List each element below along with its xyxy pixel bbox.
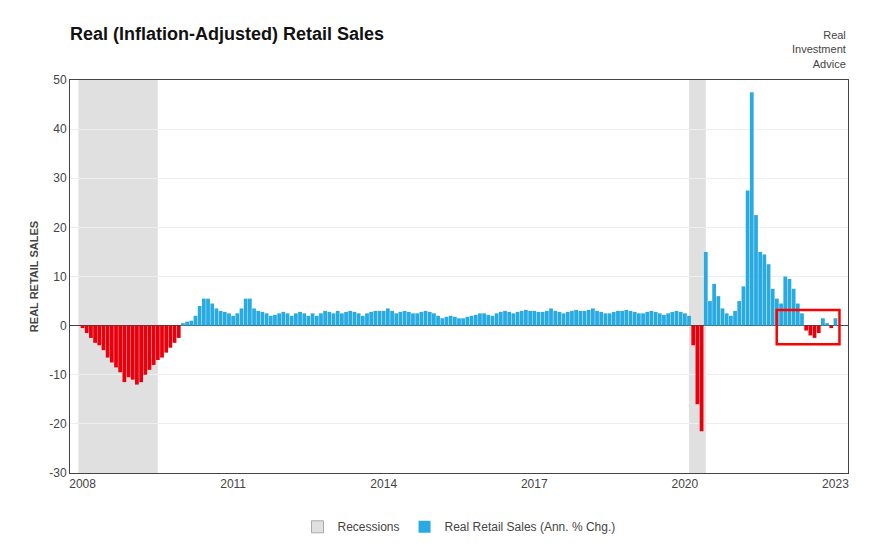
svg-text:20: 20 — [53, 221, 67, 235]
svg-text:0: 0 — [60, 319, 67, 333]
svg-text:2011: 2011 — [220, 477, 246, 491]
svg-text:40: 40 — [53, 122, 67, 136]
svg-text:10: 10 — [53, 270, 67, 284]
svg-text:REAL RETAIL SALES: REAL RETAIL SALES — [28, 221, 40, 332]
svg-text:50: 50 — [53, 73, 67, 87]
svg-text:RealInvestmentAdvice: RealInvestmentAdvice — [792, 29, 846, 70]
svg-text:30: 30 — [53, 171, 67, 185]
svg-text:2020: 2020 — [672, 477, 699, 491]
svg-text:-30: -30 — [49, 466, 67, 480]
svg-text:2014: 2014 — [370, 477, 397, 491]
svg-text:2017: 2017 — [521, 477, 548, 491]
svg-text:Real (Inflation-Adjusted) Reta: Real (Inflation-Adjusted) Retail Sales — [70, 24, 384, 44]
svg-text:Recessions: Recessions — [338, 520, 400, 534]
svg-text:-10: -10 — [49, 368, 67, 382]
svg-text:-20: -20 — [49, 417, 67, 431]
svg-text:2008: 2008 — [69, 477, 96, 491]
svg-text:Real Retail Sales (Ann. % Chg.: Real Retail Sales (Ann. % Chg.) — [445, 520, 616, 534]
svg-text:2023: 2023 — [822, 477, 849, 491]
